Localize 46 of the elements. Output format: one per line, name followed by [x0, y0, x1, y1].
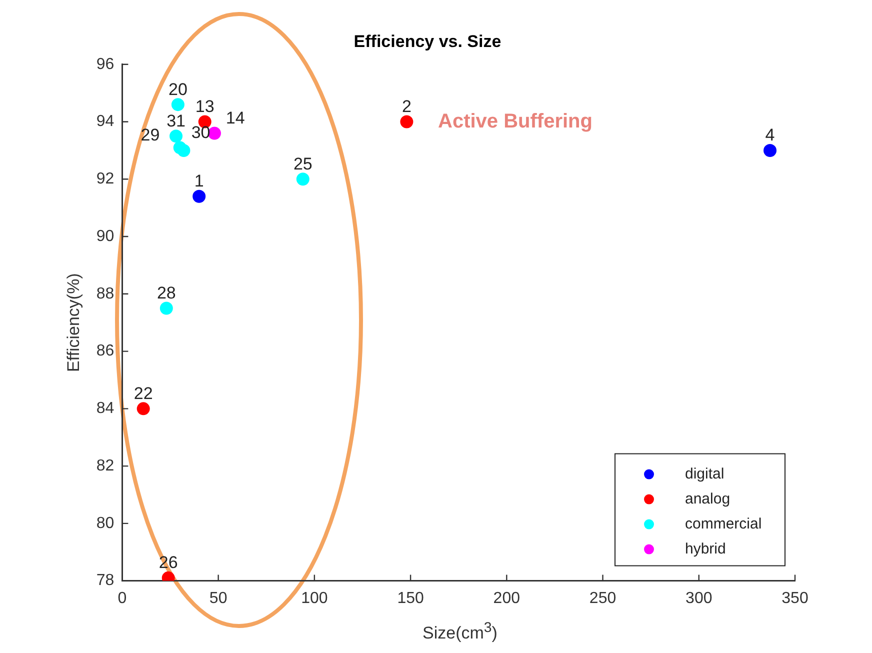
point: [160, 302, 173, 315]
y-axis-title: Efficiency(%): [64, 273, 83, 372]
annotation: 13: [195, 96, 214, 116]
y-tick-label: 94: [96, 113, 114, 130]
x-tick-label: 300: [686, 590, 712, 607]
chart-title: Efficiency vs. Size: [354, 32, 502, 51]
point: [764, 144, 777, 157]
legend-label: analog: [685, 490, 730, 508]
annotation: 4: [765, 126, 775, 145]
y-tick-label: 80: [96, 514, 114, 532]
x-tick-label: 0: [118, 590, 127, 607]
annotation: 30: [191, 122, 210, 142]
annotation: 31: [166, 111, 186, 130]
y-tick-label: 84: [96, 400, 114, 418]
x-tick-label: 150: [397, 590, 424, 607]
legend-label: commercial: [685, 515, 762, 532]
point: [296, 172, 310, 186]
annotation: 22: [134, 384, 153, 403]
annotation: 2: [402, 96, 412, 116]
y-tick-label: 92: [96, 170, 114, 188]
y-tick-label: 96: [96, 56, 114, 73]
x-tick-label: 50: [209, 590, 228, 607]
y-tick-label: 86: [96, 342, 114, 360]
annotation: 20: [168, 80, 188, 99]
point: [136, 402, 150, 416]
annotation: 25: [293, 154, 312, 174]
point: [177, 144, 190, 157]
annotation: Active Buffering: [438, 110, 592, 133]
point: [170, 130, 183, 143]
annotation: 28: [156, 283, 176, 302]
point: [400, 115, 414, 128]
y-tick-label: 82: [96, 457, 114, 474]
y-tick-label: 88: [96, 285, 114, 302]
legend-label: hybrid: [685, 540, 726, 558]
annotation: 14: [226, 108, 245, 128]
point: [192, 190, 206, 203]
annotation: 1: [194, 172, 204, 191]
x-tick-label: 350: [782, 590, 808, 607]
x-tick-label: 200: [493, 590, 520, 607]
y-tick-label: 78: [96, 572, 114, 590]
x-tick-label: 100: [301, 590, 328, 607]
y-tick-label: 90: [96, 228, 114, 245]
legend-label: digital: [685, 465, 724, 482]
point: [171, 98, 184, 112]
x-axis-title: Size(cm$^{3}$): [422, 620, 498, 644]
x-tick-label: 250: [589, 590, 616, 607]
